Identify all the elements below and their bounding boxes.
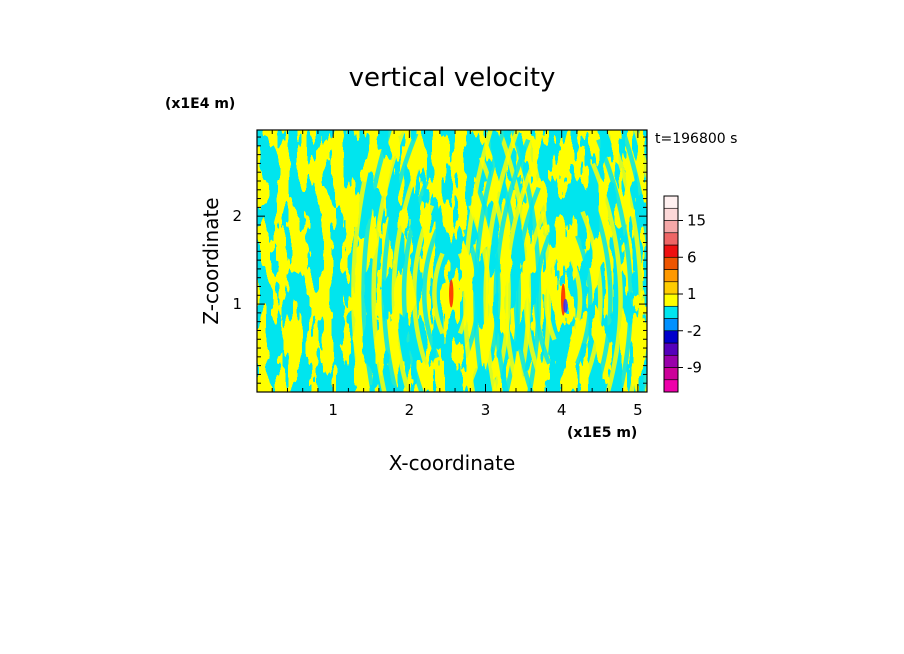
wave-band: [473, 130, 506, 392]
colorbar-swatch: [663, 367, 679, 381]
wave-band: [432, 252, 445, 335]
colorbar-swatch: [663, 342, 679, 356]
wave-band: [371, 130, 406, 392]
x-unit-label: (x1E5 m): [567, 425, 637, 441]
wave-band: [596, 138, 633, 392]
colorbar-swatch: [663, 232, 679, 246]
colorbar-swatch: [663, 269, 679, 283]
colorbar-swatch: [663, 207, 679, 221]
colorbar-swatch: [663, 220, 679, 234]
wave-band: [575, 234, 593, 365]
colorbar-swatch: [663, 354, 679, 368]
wave-band: [585, 186, 613, 392]
y-tick-label: 2: [232, 207, 242, 225]
x-tick-label: 3: [481, 401, 491, 419]
y-axis-label: Z-coordinate: [199, 197, 223, 324]
x-tick-label: 1: [328, 401, 338, 419]
wave-band: [523, 210, 547, 389]
x-tick-label: 4: [557, 401, 567, 419]
velocity-cores: [449, 279, 568, 316]
positive-velocity-field: [257, 130, 647, 392]
chart-title: vertical velocity: [349, 63, 556, 93]
wave-band: [421, 228, 440, 359]
downdraft-core-2: [563, 298, 568, 313]
y-unit-label: (x1E4 m): [165, 96, 235, 112]
colorbar-swatch: [663, 305, 679, 319]
wave-band: [473, 180, 501, 392]
colorbar-swatch: [663, 293, 679, 307]
wave-band: [483, 130, 520, 392]
x-tick-label: 5: [633, 401, 643, 419]
y-axis-ticks: 12: [232, 136, 647, 384]
wave-band: [590, 162, 623, 392]
colorbar-swatch: [663, 330, 679, 344]
wave-bands: [351, 130, 647, 392]
updraft-core-1: [449, 279, 454, 308]
colorbar-swatch: [663, 379, 679, 393]
wave-band: [361, 130, 393, 392]
wave-band: [457, 252, 471, 335]
colorbar-tick-label: 6: [687, 248, 697, 266]
wave-band: [523, 130, 552, 392]
wave-band: [533, 234, 552, 365]
colorbar-frame: [663, 195, 679, 393]
wave-band: [391, 156, 424, 392]
wave-band: [606, 130, 644, 392]
wave-band: [580, 210, 603, 389]
colorbar-tick-label: -2: [687, 322, 702, 340]
wave-band: [351, 130, 380, 392]
colorbar-tick-label: -9: [687, 359, 702, 377]
wave-band: [463, 130, 493, 392]
wave-band: [544, 258, 557, 341]
plot-area: [257, 130, 647, 392]
x-tick-label: 2: [405, 401, 415, 419]
colorbar-swatch: [663, 244, 679, 258]
y-tick-label: 1: [232, 295, 242, 313]
wave-band: [513, 186, 541, 392]
wave-band: [478, 156, 511, 392]
wave-band: [381, 132, 419, 392]
wave-band: [510, 130, 542, 392]
colorbar-swatch: [663, 318, 679, 332]
time-label: t=196800 s: [655, 131, 737, 147]
wave-band: [569, 258, 583, 341]
colorbar-tick-label: 15: [687, 212, 706, 230]
x-axis-label: X-coordinate: [389, 451, 516, 475]
colorbar-swatch: [663, 256, 679, 270]
wave-band: [633, 130, 647, 184]
x-axis-ticks: 1 2 3 4 5: [271, 130, 643, 419]
colorbar-tick-label: 1: [687, 285, 697, 303]
wave-band: [493, 138, 531, 392]
wave-band: [620, 130, 647, 392]
plot-frame: [256, 129, 648, 393]
wave-band: [411, 204, 435, 383]
wave-band: [401, 180, 429, 392]
colorbar: 15 6 1 -2 -9: [663, 195, 706, 393]
wave-band: [503, 162, 536, 392]
colorbar-swatch: [663, 195, 679, 209]
colorbar-swatch: [663, 281, 679, 295]
